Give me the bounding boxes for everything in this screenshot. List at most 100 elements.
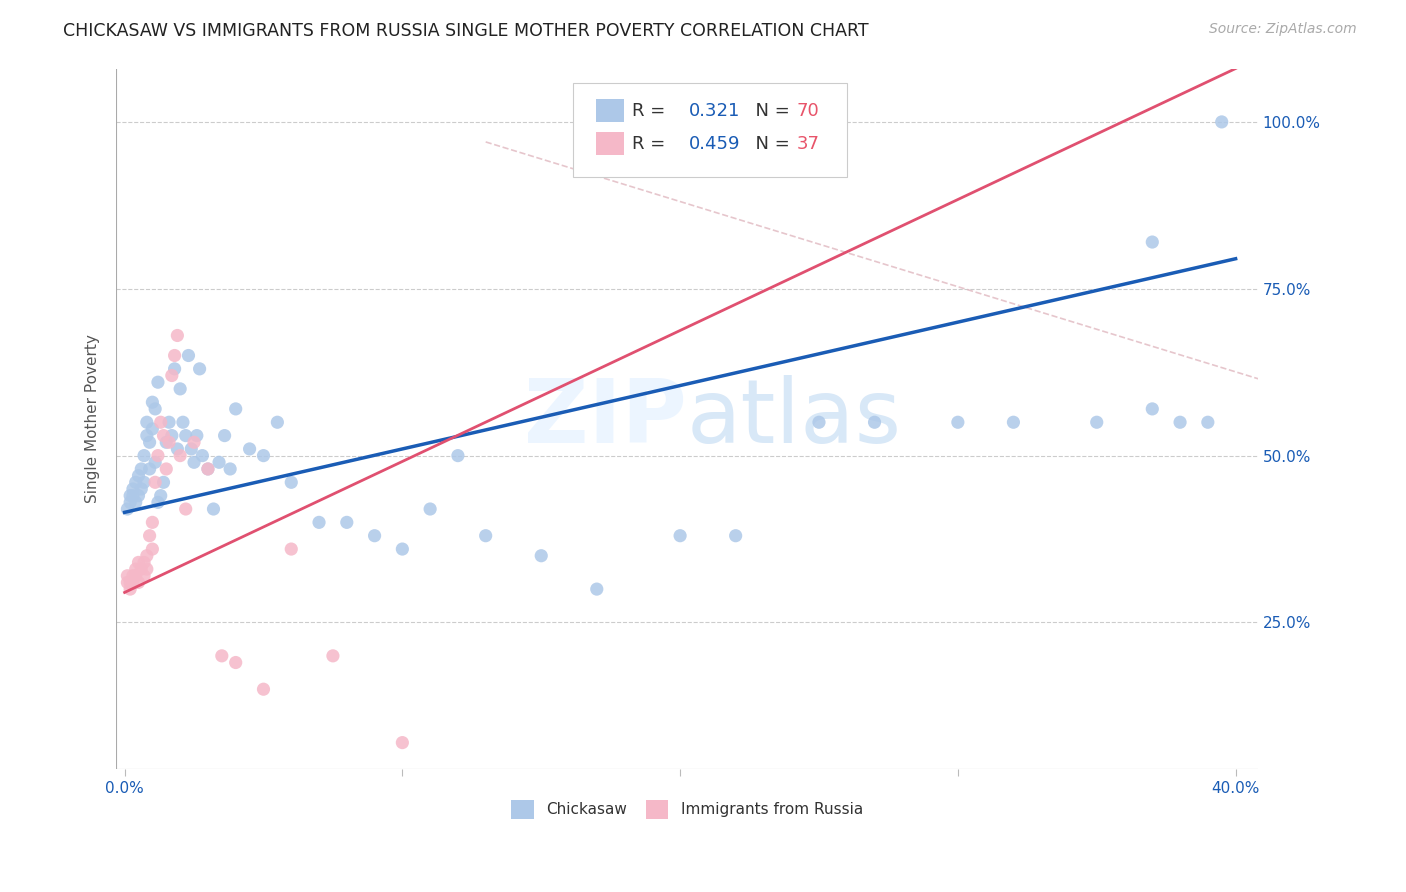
Point [197, 462, 219, 476]
Text: N =: N = [744, 102, 796, 120]
Point [125, 495, 148, 509]
Point [125, 562, 148, 576]
Point [807, 415, 830, 429]
Point [169, 382, 191, 396]
Point [724, 529, 747, 543]
Point [122, 575, 145, 590]
Text: R =: R = [633, 135, 671, 153]
Point [132, 475, 155, 490]
Point [252, 682, 274, 697]
Point [280, 475, 302, 490]
Point [391, 736, 413, 750]
Point [530, 549, 553, 563]
Point [183, 455, 205, 469]
Point [146, 449, 169, 463]
Text: CHICKASAW VS IMMIGRANTS FROM RUSSIA SINGLE MOTHER POVERTY CORRELATION CHART: CHICKASAW VS IMMIGRANTS FROM RUSSIA SING… [63, 22, 869, 40]
Point [132, 568, 155, 582]
Point [155, 462, 177, 476]
Point [160, 368, 183, 383]
Point [120, 495, 142, 509]
Point [214, 428, 236, 442]
Point [120, 582, 142, 596]
Point [157, 435, 180, 450]
Point [208, 455, 231, 469]
Point [322, 648, 344, 663]
Point [146, 495, 169, 509]
Text: 70: 70 [797, 102, 820, 120]
Point [138, 529, 160, 543]
Text: 37: 37 [797, 135, 820, 153]
Legend: Chickasaw, Immigrants from Russia: Chickasaw, Immigrants from Russia [505, 794, 869, 825]
Point [141, 516, 163, 530]
Point [186, 428, 208, 442]
FancyBboxPatch shape [596, 132, 624, 154]
Point [946, 415, 969, 429]
Point [125, 568, 148, 582]
Text: atlas: atlas [688, 376, 903, 462]
Point [239, 442, 262, 456]
Point [669, 529, 692, 543]
Point [225, 656, 247, 670]
Point [157, 415, 180, 429]
Point [1168, 415, 1191, 429]
Point [128, 575, 150, 590]
Point [1197, 415, 1219, 429]
Text: ZIP: ZIP [524, 376, 688, 462]
Point [474, 529, 496, 543]
Point [135, 415, 157, 429]
Point [141, 395, 163, 409]
Point [160, 428, 183, 442]
Point [141, 422, 163, 436]
Text: 0.321: 0.321 [689, 102, 741, 120]
Point [120, 575, 142, 590]
Point [163, 362, 186, 376]
Point [447, 449, 470, 463]
Point [117, 502, 139, 516]
Point [266, 415, 288, 429]
Point [172, 415, 194, 429]
Point [125, 475, 148, 490]
Text: 0.459: 0.459 [689, 135, 741, 153]
Point [122, 489, 145, 503]
Point [1211, 115, 1233, 129]
Point [219, 462, 242, 476]
Point [143, 401, 166, 416]
Point [138, 435, 160, 450]
Point [863, 415, 886, 429]
Point [180, 442, 202, 456]
Point [191, 449, 214, 463]
Point [202, 502, 225, 516]
Point [120, 489, 142, 503]
Point [117, 568, 139, 582]
Point [363, 529, 385, 543]
Point [174, 502, 197, 516]
Y-axis label: Single Mother Poverty: Single Mother Poverty [86, 334, 100, 503]
Point [152, 475, 174, 490]
Point [129, 462, 152, 476]
Point [166, 442, 188, 456]
Point [129, 562, 152, 576]
Point [149, 489, 172, 503]
Point [132, 555, 155, 569]
Point [391, 542, 413, 557]
Point [308, 516, 330, 530]
Point [149, 415, 172, 429]
Point [169, 449, 191, 463]
FancyBboxPatch shape [596, 99, 624, 122]
Point [122, 568, 145, 582]
Point [141, 542, 163, 557]
Point [122, 482, 145, 496]
Point [336, 516, 359, 530]
Point [225, 401, 247, 416]
Text: Source: ZipAtlas.com: Source: ZipAtlas.com [1209, 22, 1357, 37]
Point [197, 462, 219, 476]
Point [177, 349, 200, 363]
Point [135, 562, 157, 576]
Point [146, 375, 169, 389]
Point [128, 468, 150, 483]
Point [129, 482, 152, 496]
Point [138, 462, 160, 476]
Point [166, 328, 188, 343]
Point [1142, 235, 1164, 249]
Point [128, 555, 150, 569]
